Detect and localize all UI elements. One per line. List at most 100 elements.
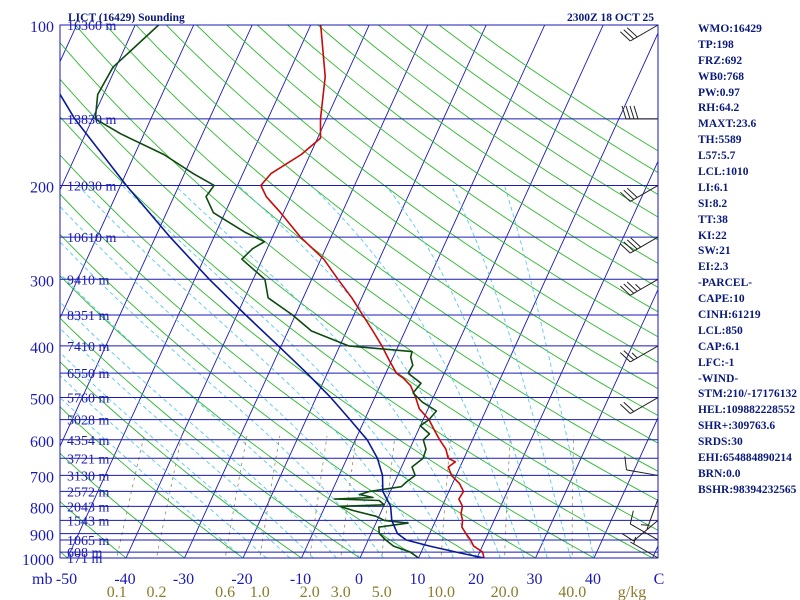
wind-barb (619, 185, 659, 202)
pressure-label: 500 (30, 392, 54, 409)
index-line: EHI:654884890214 (698, 452, 792, 465)
mixing-ratio-line (156, 435, 183, 558)
wind-barb (624, 456, 659, 476)
mixing-ratio-label: 0.1 (107, 584, 127, 600)
index-line: HEL:109882228552 (698, 404, 796, 417)
wind-barb (619, 397, 659, 414)
pressure-label: 400 (30, 340, 54, 357)
dry-adiabat (60, 500, 127, 558)
height-label: 16360 m (67, 19, 117, 34)
isotherm-line (242, 25, 487, 558)
mixing-ratio-line (309, 435, 328, 558)
mixing-ratio-line (259, 435, 281, 558)
wind-barb (621, 105, 658, 120)
index-line: LCL:850 (698, 324, 743, 337)
height-label: 9410 m (67, 273, 110, 288)
wind-barb (619, 278, 659, 296)
isotherm-line (535, 288, 658, 558)
pressure-label: 700 (30, 469, 54, 486)
dry-adiabat (165, 25, 658, 390)
plot-frame (59, 24, 659, 559)
moist-adiabat (60, 374, 267, 558)
dry-adiabat (135, 25, 658, 417)
dry-adiabat (226, 25, 658, 338)
moist-adiabat (60, 351, 291, 558)
dry-adiabat (60, 317, 361, 558)
pressure-label: 200 (30, 179, 54, 196)
isotherm-line (60, 25, 136, 191)
mixing-ratio-label: 3.0 (331, 584, 351, 600)
mixing-ratio-label: 2.0 (300, 584, 320, 600)
dry-adiabat (60, 361, 303, 558)
temperature-line (260, 25, 485, 558)
mixing-ratio-line (340, 435, 357, 558)
index-line: SI:8.2 (698, 197, 728, 210)
dry-adiabat (287, 25, 658, 288)
mixing-ratio-label: 5.0 (372, 584, 392, 600)
temperature-tick-label: 20 (468, 571, 484, 588)
mixing-ratio-label: 10.0 (427, 584, 455, 600)
moist-adiabat (60, 301, 337, 558)
mixing-ratio-line (224, 435, 248, 558)
isotherm-line (0, 25, 18, 558)
index-line: SW:21 (698, 245, 731, 258)
dry-adiabat (60, 233, 478, 558)
pressure-unit-label: mb (32, 571, 52, 588)
height-label: 10610 m (67, 231, 117, 246)
height-label: 13830 m (67, 113, 117, 128)
dry-adiabat (60, 42, 658, 501)
pressure-label: 800 (30, 500, 54, 517)
temperature-tick-label: -20 (231, 571, 252, 588)
dry-adiabat (196, 25, 658, 363)
wind-barb (621, 519, 659, 542)
index-line: CINH:61219 (698, 309, 761, 322)
height-label: 608 m (67, 546, 103, 561)
pressure-label: 600 (30, 434, 54, 451)
moist-adiabat (385, 185, 548, 558)
index-line: SRDS:30 (698, 436, 743, 449)
height-label: 5760 m (67, 392, 110, 407)
index-line: TP:198 (698, 38, 734, 51)
wind-barbs (619, 24, 659, 559)
height-label: 2572 m (67, 485, 110, 500)
temperature-tick-label: 30 (527, 571, 543, 588)
indices-panel: WMO:16429 TP:198 FRZ:692 WB0:768 PW:0.97 RH:6… (698, 22, 800, 499)
isotherm-line (476, 160, 658, 558)
dry-adiabat (60, 154, 595, 558)
isotherm-line (184, 25, 429, 558)
mixing-ratio-label: 0.2 (146, 584, 166, 600)
dry-adiabat (60, 452, 186, 558)
dry-adiabat (75, 25, 658, 472)
index-line: LCL:1010 (698, 166, 749, 179)
index-line: LFC:-1 (698, 356, 735, 369)
index-line: CAP:6.1 (698, 340, 740, 353)
mixing-ratio-label: 0.6 (215, 584, 235, 600)
height-label: 4354 m (67, 434, 110, 449)
index-line: MAXT:23.6 (698, 118, 757, 131)
mixing-ratio-unit-label: g/kg (618, 584, 646, 600)
mixing-ratio-label: 20.0 (491, 584, 519, 600)
wind-barb (619, 24, 659, 42)
isotherm-line (60, 25, 253, 448)
index-line: -WIND- (698, 372, 739, 385)
index-line: WB0:768 (698, 70, 744, 83)
isotherm-line (60, 25, 195, 320)
height-label: 1065 m (67, 534, 110, 549)
index-line: WMO:16429 (698, 23, 762, 35)
index-line: RH:64.2 (698, 102, 740, 115)
temperature-tick-label: -30 (173, 571, 194, 588)
parcel-line (60, 92, 485, 558)
moist-adiabat (77, 185, 431, 558)
height-label: 7410 m (67, 340, 110, 355)
temperature-tick-label: 0 (355, 571, 363, 588)
height-label: 3130 m (67, 469, 110, 484)
valid-time: 2300Z 18 OCT 25 (567, 12, 654, 24)
moist-adiabat (174, 185, 478, 558)
temperature-tick-label: -50 (56, 571, 77, 588)
temperature-tick-label: -40 (114, 571, 135, 588)
isotherm-line (359, 25, 604, 558)
index-line: EI:2.3 (698, 261, 729, 274)
temperature-tick-label: 40 (585, 571, 601, 588)
